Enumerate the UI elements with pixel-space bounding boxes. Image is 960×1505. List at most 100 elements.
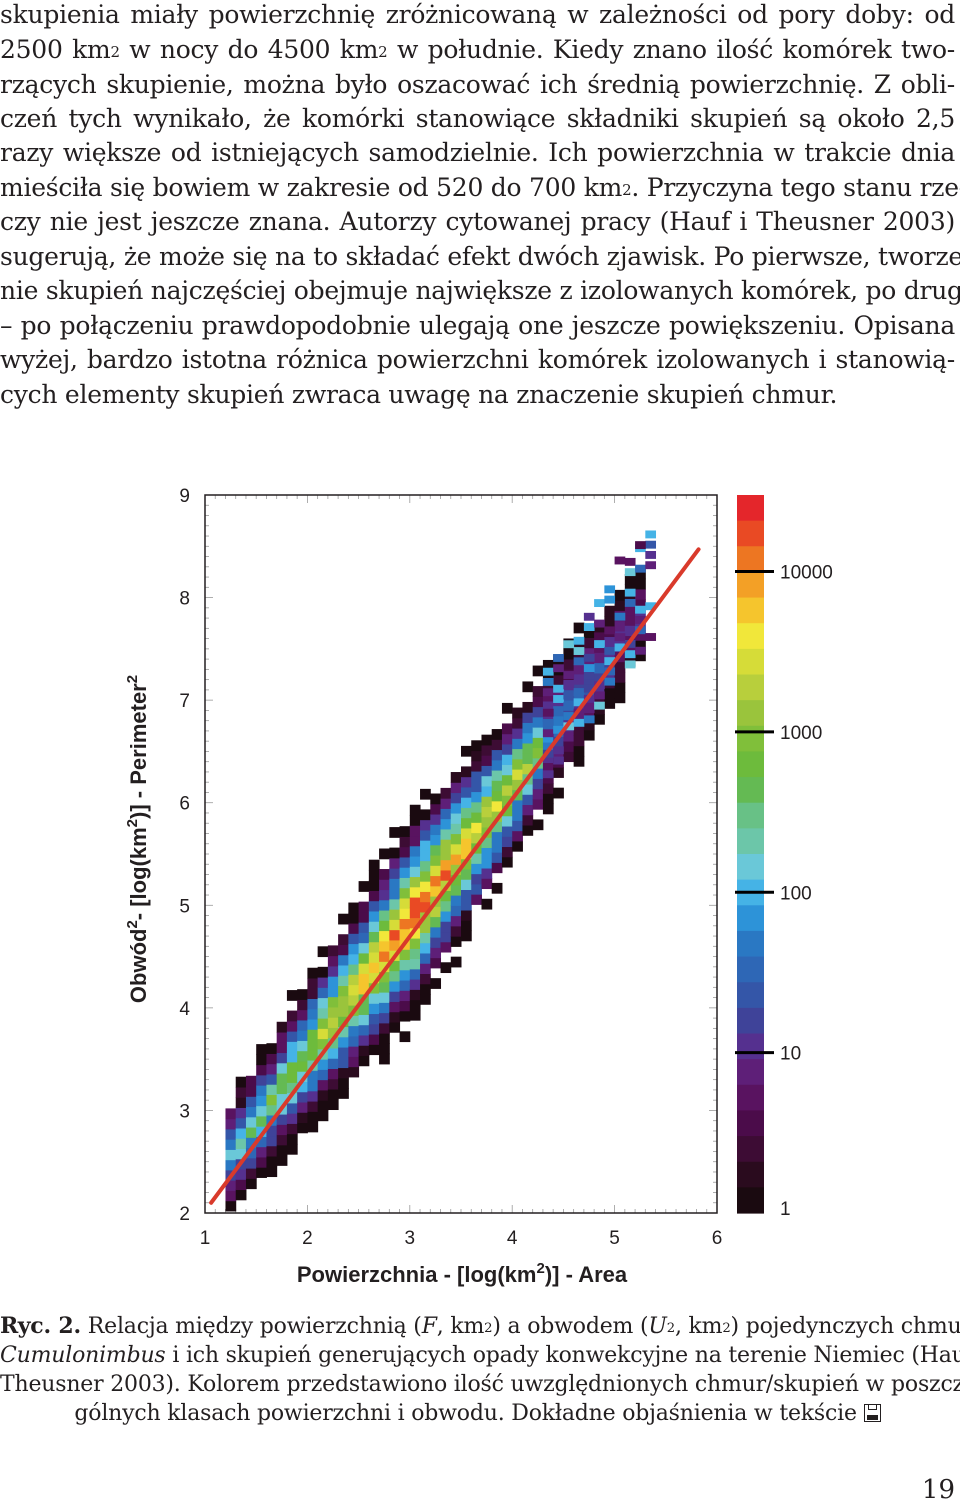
- heatmap-cell: [225, 1149, 237, 1161]
- heatmap-cell: [317, 946, 329, 958]
- heatmap-cell: [542, 803, 554, 815]
- heatmap-cell: [512, 738, 523, 750]
- heatmap-cell: [266, 1135, 278, 1147]
- heatmap-cell: [635, 568, 646, 580]
- heatmap-cell: [440, 787, 452, 799]
- heatmap-cell: [573, 718, 585, 727]
- heatmap-cell: [583, 699, 595, 710]
- heatmap-cell: [522, 712, 534, 723]
- colorbar-swatch: [737, 674, 764, 701]
- heatmap-cell: [501, 774, 513, 786]
- heatmap-cell: [471, 863, 482, 875]
- heatmap-cell: [368, 1023, 380, 1035]
- heatmap-cell: [327, 1088, 339, 1100]
- heatmap-cell: [563, 658, 575, 670]
- y-axis-label: Obwód2- [log(km2)] - Perimeter2: [124, 675, 151, 1003]
- heatmap-cell: [553, 684, 564, 693]
- heatmap-cell: [481, 816, 493, 828]
- heatmap-cell: [389, 898, 401, 910]
- heatmap-cell: [317, 1028, 329, 1040]
- heatmap-cell: [338, 954, 349, 966]
- heatmap-cell: [245, 1168, 257, 1179]
- heatmap-cell: [379, 1022, 390, 1034]
- heatmap-cell: [245, 1096, 257, 1108]
- heatmap-cell: [338, 975, 349, 987]
- heatmap-cell: [317, 1079, 329, 1091]
- colorbar-swatch: [737, 597, 764, 624]
- heatmap-cell: [276, 1021, 288, 1033]
- heatmap-cell: [481, 868, 493, 879]
- heatmap-cell: [471, 781, 482, 793]
- heatmap-cell: [420, 788, 431, 800]
- heatmap-cell: [399, 856, 411, 868]
- colorbar-swatch: [737, 700, 764, 727]
- heatmap-cell: [338, 1047, 349, 1058]
- heatmap-cell: [399, 846, 411, 858]
- heatmap-cell: [409, 958, 421, 970]
- heatmap-cell: [266, 1073, 278, 1085]
- heatmap-cell: [286, 1020, 298, 1032]
- heatmap-cell: [583, 653, 595, 662]
- heatmap-cell: [614, 682, 626, 693]
- heatmap-cell: [409, 897, 421, 908]
- heatmap-cell: [481, 755, 493, 766]
- heatmap-cell: [399, 990, 411, 1002]
- heatmap-cell: [522, 825, 534, 836]
- heatmap-cell: [286, 1082, 298, 1094]
- heatmap-cell: [430, 803, 442, 815]
- colorbar-swatch: [737, 1110, 764, 1137]
- heatmap-cell: [645, 561, 657, 570]
- heatmap-cell: [225, 1180, 237, 1191]
- heatmap-cell: [409, 866, 421, 878]
- heatmap-cell: [420, 891, 431, 903]
- heatmap-cell: [409, 845, 421, 857]
- heatmap-cell: [563, 741, 575, 752]
- heatmap-cell: [450, 895, 462, 906]
- heatmap-cell: [532, 706, 544, 718]
- colorbar-swatch: [737, 1084, 764, 1112]
- heatmap-cell: [461, 776, 472, 788]
- heatmap-cell: [276, 1114, 288, 1125]
- heatmap-cell: [389, 847, 401, 859]
- heatmap-cell: [348, 1015, 360, 1027]
- heatmap-cell: [635, 640, 646, 651]
- heatmap-cell: [573, 636, 585, 645]
- heatmap-cell: [235, 1086, 247, 1098]
- heatmap-cell: [532, 716, 544, 728]
- heatmap-cell: [235, 1148, 247, 1160]
- heatmap-cell: [583, 715, 595, 724]
- heatmap-cell: [297, 1071, 308, 1082]
- heatmap-cell: [645, 540, 657, 549]
- heatmap-cell: [573, 688, 585, 697]
- heatmap-cell: [573, 673, 585, 685]
- heatmap-cell: [348, 953, 360, 965]
- heatmap-cell: [624, 574, 636, 585]
- y-tick-label: 6: [179, 794, 190, 815]
- heatmap-cell: [583, 668, 595, 680]
- heatmap-cell: [368, 931, 380, 943]
- heatmap-cell: [532, 686, 544, 697]
- heatmap-cell: [491, 790, 503, 802]
- colorbar-swatch: [737, 1136, 764, 1163]
- heatmap-cell: [389, 960, 401, 972]
- heatmap-cell: [368, 900, 380, 912]
- heatmap-cell: [635, 616, 646, 624]
- heatmap-cell: [594, 713, 605, 725]
- heatmap-cell: [450, 884, 462, 896]
- y-tick-label: 5: [179, 896, 190, 917]
- heatmap-cell: [245, 1157, 257, 1169]
- caption-line: Ryc. 2. Relacja między powierzchnią (F, …: [0, 1313, 960, 1339]
- heatmap-cell: [450, 843, 462, 855]
- heatmap-cell: [614, 633, 626, 642]
- heatmap-cell: [327, 1006, 339, 1018]
- y-tick-label: 2: [179, 1204, 190, 1225]
- heatmap-cell: [420, 870, 431, 882]
- heatmap-cell: [420, 881, 431, 892]
- heatmap-cell: [379, 1033, 390, 1044]
- heatmap-cell: [553, 705, 564, 717]
- colorbar-swatch: [737, 495, 764, 522]
- heatmap-cell: [532, 727, 544, 738]
- heatmap-cell: [583, 678, 595, 690]
- colorbar-swatch: [737, 982, 764, 1009]
- heatmap-cell: [583, 709, 595, 721]
